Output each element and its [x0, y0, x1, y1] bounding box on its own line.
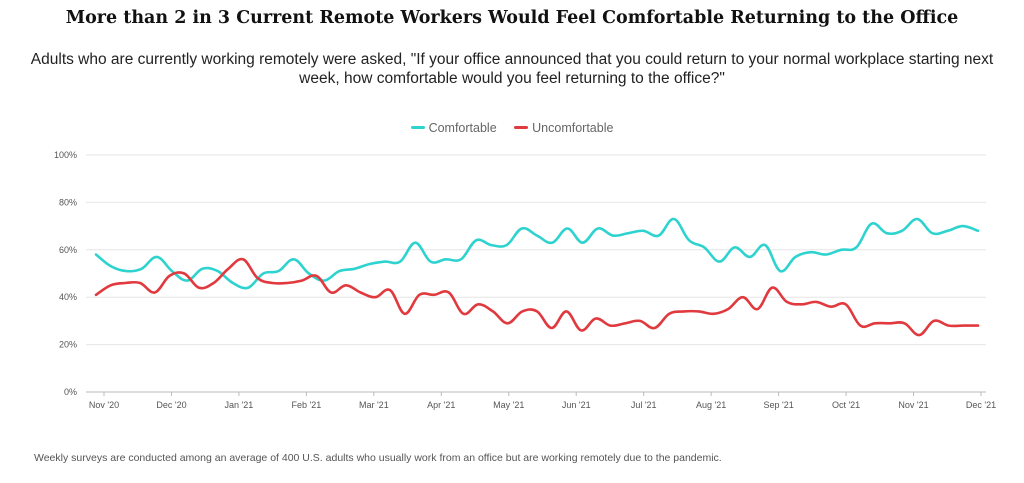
- x-tick-label: Apr '21: [427, 400, 455, 410]
- legend-swatch-uncomfortable: [514, 126, 529, 129]
- x-tick-label: Aug '21: [696, 400, 726, 410]
- series-line-uncomfortable: [94, 257, 980, 337]
- y-tick-label: 80%: [59, 197, 77, 207]
- x-tick-label: May '21: [493, 400, 524, 410]
- x-tick-label: Oct '21: [832, 400, 860, 410]
- legend-label-uncomfortable: Uncomfortable: [532, 120, 614, 135]
- y-tick-label: 60%: [59, 245, 77, 255]
- x-tick-label: Jun '21: [562, 400, 591, 410]
- legend-item-comfortable[interactable]: Comfortable: [410, 120, 497, 135]
- x-tick-label: Jan '21: [225, 400, 254, 410]
- y-tick-label: 20%: [59, 340, 77, 350]
- legend-item-uncomfortable[interactable]: Uncomfortable: [514, 121, 613, 135]
- x-tick-label: Feb '21: [292, 400, 322, 410]
- y-tick-label: 40%: [59, 292, 77, 302]
- chart-subtitle: Adults who are currently working remotel…: [30, 51, 994, 87]
- x-tick-label: Dec '20: [156, 400, 186, 410]
- y-tick-label: 100%: [54, 150, 77, 160]
- series-line-comfortable: [94, 217, 980, 290]
- chart-title: More than 2 in 3 Current Remote Workers …: [65, 8, 959, 28]
- x-tick-label: Dec '21: [966, 400, 996, 410]
- x-tick-label: Jul '21: [631, 400, 657, 410]
- x-tick-label: Sep '21: [763, 400, 793, 410]
- legend-label-comfortable: Comfortable: [428, 120, 497, 135]
- x-tick-label: Mar '21: [359, 400, 389, 410]
- x-tick-label: Nov '21: [898, 400, 928, 410]
- chart-legend: Comfortable Uncomfortable: [0, 118, 1024, 135]
- chart-footnote: Weekly surveys are conducted among an av…: [34, 452, 722, 464]
- y-tick-label: 0%: [64, 387, 77, 397]
- x-tick-label: Nov '20: [89, 400, 119, 410]
- line-chart: 0% 20% 40% 60% 80% 100% Nov '20 Dec '20 Jan '21 F…: [54, 150, 996, 410]
- legend-swatch-comfortable: [410, 126, 425, 129]
